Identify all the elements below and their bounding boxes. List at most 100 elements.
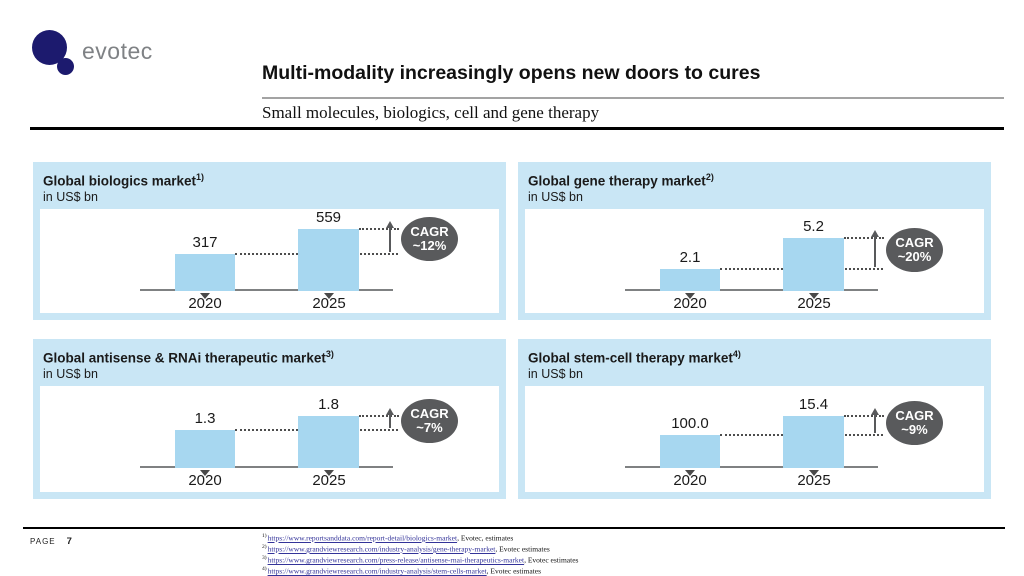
bar-value-label: 1.8 <box>318 396 339 413</box>
cagr-badge: CAGR ~12% <box>401 217 458 261</box>
footnote-link[interactable]: https://www.grandviewresearch.com/indust… <box>267 566 487 576</box>
arrow-head-icon <box>386 221 394 228</box>
footnote-suffix: , Evotec estimates <box>486 566 541 576</box>
arrow-head-icon <box>871 230 879 237</box>
footnote-line: 4)https://www.grandviewresearch.com/indu… <box>262 565 578 576</box>
cagr-label: CAGR <box>410 405 449 421</box>
footnote-marker: 3) <box>262 555 267 562</box>
bar-2025: 15.4 <box>783 396 884 476</box>
header-divider <box>30 127 1004 130</box>
chart-title-text: Global gene therapy market <box>528 173 706 189</box>
cagr-label: CAGR <box>895 407 934 423</box>
page-title: Multi-modality increasingly opens new do… <box>262 62 761 84</box>
chart-plot-area: 100.0 15.4 CAGR ~9% 2020 2025 <box>525 386 984 492</box>
axis-tick-triangle <box>323 293 334 299</box>
axis-tick-triangle <box>685 470 695 476</box>
dotted-leader-line <box>844 237 884 239</box>
bar-value-label: 2.1 <box>679 249 701 266</box>
chart-title: Global stem-cell therapy market4) <box>528 346 981 367</box>
x-tick-label-2020: 2020 <box>673 472 707 489</box>
cagr-badge: CAGR ~7% <box>401 399 458 443</box>
axis-tick-triangle <box>200 470 210 476</box>
chart-title: Global biologics market1) <box>43 169 496 190</box>
bar-value-label: 15.4 <box>798 396 829 413</box>
chart-panel-biologics: Global biologics market1) in US$ bn 317 … <box>33 162 506 320</box>
growth-arrow <box>386 221 394 252</box>
footnote-marker: 2) <box>705 172 714 182</box>
title-divider <box>262 97 1004 99</box>
chart-unit-label: in US$ bn <box>528 189 583 204</box>
footnote-link[interactable]: https://www.reportsanddata.com/report-de… <box>267 533 458 543</box>
chart-title-text: Global biologics market <box>43 173 197 189</box>
chart-title: Global antisense & RNAi therapeutic mark… <box>43 346 496 367</box>
footnote-link[interactable]: https://www.grandviewresearch.com/indust… <box>267 544 496 554</box>
evotec-logo-dot-icon <box>57 58 74 75</box>
footnote-line: 2)https://www.grandviewresearch.com/indu… <box>262 543 578 554</box>
x-tick-label-2025: 2025 <box>312 295 346 312</box>
x-tick-label-2025: 2025 <box>797 295 831 312</box>
cagr-value: ~9% <box>901 422 928 437</box>
arrow-head-icon <box>386 408 394 415</box>
axis-tick-triangle <box>808 293 819 299</box>
footnote-line: 1)https://www.reportsanddata.com/report-… <box>262 532 578 543</box>
cagr-label: CAGR <box>410 223 449 239</box>
footnotes: 1)https://www.reportsanddata.com/report-… <box>262 532 578 576</box>
bar-2020: 317 <box>175 234 398 299</box>
x-tick-label-2025: 2025 <box>797 472 831 489</box>
bar-2020: 100.0 <box>660 415 883 476</box>
footnote-marker: 1) <box>262 533 267 539</box>
footnote-suffix: , Evotec, estimates <box>457 533 514 543</box>
page-subtitle: Small molecules, biologics, cell and gen… <box>262 103 600 122</box>
dotted-leader-line <box>844 415 884 417</box>
arrow-head-icon <box>871 408 879 415</box>
chart-title: Global gene therapy market2) <box>528 169 981 190</box>
chart-unit-label: in US$ bn <box>43 366 98 381</box>
chart-plot-area: 2.1 5.2 CAGR ~20% 2020 2025 <box>525 209 984 313</box>
bar-value-label: 1.3 <box>194 410 216 427</box>
dotted-leader-line <box>359 228 399 230</box>
x-axis-line <box>625 466 878 468</box>
footnote-marker: 4) <box>732 349 741 359</box>
cagr-value: ~7% <box>416 420 443 435</box>
footnote-suffix: , Evotec estimates <box>524 555 579 565</box>
x-tick-label-2020: 2020 <box>188 295 222 312</box>
growth-arrow <box>871 230 879 267</box>
bar-value-label: 100.0 <box>671 415 709 432</box>
cagr-label: CAGR <box>895 234 934 250</box>
axis-tick-triangle <box>808 470 819 476</box>
x-axis-line <box>625 289 878 291</box>
bar-value-label: 317 <box>192 234 218 251</box>
chart-panel-stem-cell: Global stem-cell therapy market4) in US$… <box>518 339 991 499</box>
cagr-badge: CAGR ~9% <box>886 401 943 445</box>
chart-unit-label: in US$ bn <box>528 366 583 381</box>
chart-title-text: Global antisense & RNAi therapeutic mark… <box>43 350 326 366</box>
growth-arrow <box>871 408 879 433</box>
x-tick-label-2020: 2020 <box>188 472 222 489</box>
footnote-link[interactable]: https://www.grandviewresearch.com/press-… <box>267 555 525 565</box>
chart-title-text: Global stem-cell therapy market <box>528 350 733 366</box>
cagr-value: ~12% <box>412 238 447 253</box>
cagr-badge: CAGR ~20% <box>886 228 943 272</box>
growth-arrow <box>386 408 394 428</box>
footnote-line: 3)https://www.grandviewresearch.com/pres… <box>262 554 578 565</box>
footnote-marker: 1) <box>196 172 205 182</box>
chart-panel-gene-therapy: Global gene therapy market2) in US$ bn 2… <box>518 162 991 320</box>
page-number: 7 <box>66 536 72 547</box>
chart-plot-area: 317 559 CAGR ~12% 2020 2025 <box>40 209 499 313</box>
chart-plot-area: 1.3 1.8 CAGR ~7% 2020 2025 <box>40 386 499 492</box>
x-axis-line <box>140 289 393 291</box>
cagr-value: ~20% <box>897 249 932 264</box>
footnote-suffix: , Evotec estimates <box>495 544 550 554</box>
axis-tick-triangle <box>200 293 210 299</box>
page-indicator: PAGE 7 <box>30 536 72 547</box>
bar-2020: 2.1 <box>660 249 883 299</box>
chart-panel-antisense-rnai: Global antisense & RNAi therapeutic mark… <box>33 339 506 499</box>
axis-tick-triangle <box>685 293 695 299</box>
chart-unit-label: in US$ bn <box>43 189 98 204</box>
x-tick-label-2025: 2025 <box>312 472 346 489</box>
footnote-marker: 3) <box>325 349 334 359</box>
footer-divider <box>23 527 1005 529</box>
footnote-marker: 2) <box>262 544 267 551</box>
footnote-marker: 4) <box>262 566 267 573</box>
